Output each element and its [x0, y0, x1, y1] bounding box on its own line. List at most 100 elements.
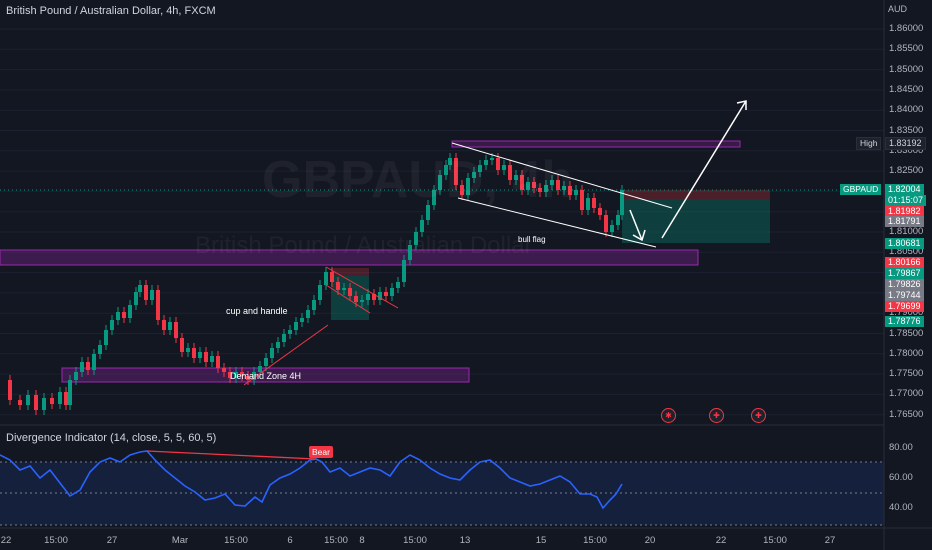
price-tick: 1.83500 [889, 124, 924, 136]
candle-body [174, 322, 178, 338]
price-tick: 1.79000 [889, 307, 924, 319]
handle-upper-line[interactable] [325, 266, 399, 309]
demand-zone-label[interactable]: Demand Zone 4H [230, 371, 302, 381]
level-price-tag: 1.81791 [885, 216, 924, 227]
candle-body [544, 185, 548, 192]
candle-body [240, 372, 244, 376]
au-flag-icon[interactable]: ✱ [661, 408, 676, 423]
bull-flag-label[interactable]: bull flag [518, 235, 546, 244]
time-tick: 15:00 [583, 535, 607, 546]
candle-body [426, 205, 430, 220]
candle-body [80, 362, 84, 372]
candle-body [586, 198, 590, 210]
candle-body [360, 300, 364, 302]
cup-trendline[interactable] [243, 324, 329, 386]
high-label: High [856, 137, 882, 150]
uk-flag-icon[interactable]: ✚ [709, 408, 724, 423]
candle-body [270, 348, 274, 358]
price-tick: 1.80500 [889, 246, 924, 258]
candle-body [330, 272, 334, 282]
candle-body [532, 182, 536, 188]
current-price-tag: 1.82004 [885, 184, 924, 195]
candle-body [300, 318, 304, 322]
candle-body [432, 190, 436, 205]
candle-body [372, 294, 376, 300]
candle-body [128, 305, 132, 318]
candle-body [390, 288, 394, 296]
time-tick: 15 [535, 535, 547, 546]
uk-flag-icon[interactable]: ✚ [751, 408, 766, 423]
flag-lower-line[interactable] [457, 197, 657, 248]
level-price-tag: 1.79699 [885, 301, 924, 312]
candle-body [210, 356, 214, 362]
candle-body [466, 178, 470, 195]
time-tick: 22 [715, 535, 727, 546]
flag-upper-line[interactable] [451, 142, 673, 209]
stop-loss-area[interactable] [622, 190, 770, 199]
time-tick: 15:00 [403, 535, 427, 546]
symbol-title[interactable]: British Pound / Australian Dollar, 4h, F… [6, 5, 216, 17]
price-tick: 1.85000 [889, 63, 924, 75]
candle-body [42, 398, 46, 410]
time-tick: 22 [0, 535, 12, 546]
candle-body [336, 282, 340, 290]
candle-body [98, 345, 102, 354]
candle-body [186, 348, 190, 352]
osc-tick-60: 60.00 [889, 472, 913, 483]
candle-body [580, 190, 584, 210]
handle-lower-line[interactable] [325, 284, 371, 314]
take-profit-area[interactable] [622, 199, 770, 243]
cup-and-handle-label[interactable]: cup and handle [226, 306, 288, 316]
handle-stop-area[interactable] [331, 268, 369, 276]
candle-body [110, 320, 114, 330]
bear-divergence-label: Bear [309, 446, 333, 458]
candle-body [144, 285, 148, 300]
candle-body [288, 330, 292, 334]
level-price-tag: 1.79826 [885, 279, 924, 290]
candle-body [508, 165, 512, 180]
candle-body [26, 395, 30, 405]
countdown-tag: 01:15:07 [885, 195, 927, 206]
indicator-title[interactable]: Divergence Indicator (14, close, 5, 5, 6… [6, 432, 217, 444]
time-tick: 27 [106, 535, 118, 546]
candle-body [396, 282, 400, 288]
level-price-tag: 1.80681 [885, 238, 924, 249]
candle-body [408, 245, 412, 260]
candle-body [64, 392, 68, 405]
candle-body [162, 320, 166, 330]
candle-body [378, 292, 382, 300]
time-tick: 27 [824, 535, 836, 546]
time-tick: 15:00 [324, 535, 348, 546]
price-tick: 1.86000 [889, 23, 924, 34]
candle-body [384, 292, 388, 296]
price-tick: 1.84500 [889, 83, 924, 95]
candle-body [598, 208, 602, 215]
candle-body [180, 338, 184, 352]
candle-body [252, 372, 256, 380]
candle-body [354, 296, 358, 302]
candle-body [556, 180, 560, 190]
resistance-zone[interactable] [451, 140, 741, 148]
down-arrow[interactable] [629, 209, 646, 242]
level-price-tag: 1.81982 [885, 206, 924, 217]
level-price-tag: 1.79867 [885, 268, 924, 279]
candle-body [318, 285, 322, 300]
candle-body [150, 290, 154, 300]
supply-zone[interactable] [0, 249, 699, 266]
candle-body [514, 175, 518, 180]
candle-body [276, 342, 280, 348]
time-tick: 15:00 [763, 535, 787, 546]
candle-body [216, 356, 220, 368]
price-tick: 1.81000 [889, 226, 924, 237]
time-tick: 20 [644, 535, 656, 546]
candle-body [192, 348, 196, 358]
candle-body [86, 362, 90, 370]
up-arrow[interactable] [661, 100, 747, 239]
candle-body [496, 158, 500, 170]
candle-body [204, 352, 208, 362]
currency-label: AUD [888, 4, 908, 14]
candle-body [550, 180, 554, 185]
candle-body [520, 175, 524, 190]
candle-body [246, 376, 250, 380]
